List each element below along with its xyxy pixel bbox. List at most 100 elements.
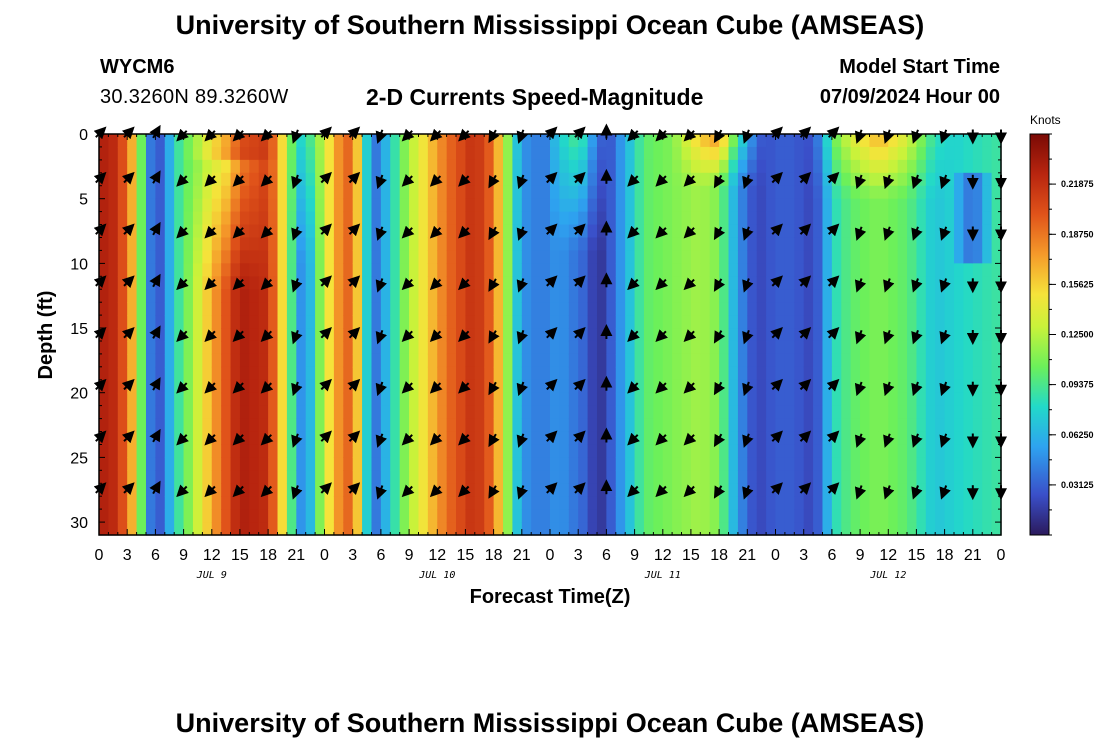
heatmap-cell bbox=[249, 353, 260, 368]
current-arrow bbox=[232, 174, 246, 187]
heatmap-cell bbox=[362, 185, 373, 200]
heatmap-cell bbox=[700, 263, 711, 277]
heatmap-cell bbox=[399, 198, 410, 213]
heatmap-cell bbox=[991, 340, 1002, 355]
heatmap-cell bbox=[296, 483, 307, 497]
heatmap-cell bbox=[155, 289, 166, 303]
heatmap-cell bbox=[268, 146, 279, 161]
heatmap-cell bbox=[183, 328, 194, 342]
heatmap-cell bbox=[813, 379, 824, 394]
heatmap-cell bbox=[747, 276, 758, 290]
heatmap-cell bbox=[662, 444, 673, 458]
heatmap-cell bbox=[700, 134, 711, 148]
heatmap-cell bbox=[474, 457, 485, 471]
heatmap-cell bbox=[390, 431, 401, 446]
heatmap-cell bbox=[164, 185, 175, 200]
current-arrow bbox=[121, 378, 135, 392]
heatmap-cell bbox=[831, 353, 842, 368]
heatmap-cell bbox=[230, 159, 241, 174]
heatmap-cell bbox=[239, 353, 250, 368]
heatmap-cell bbox=[192, 146, 203, 161]
heatmap-cell bbox=[709, 470, 720, 484]
heatmap-cell bbox=[954, 392, 965, 407]
heatmap-cell bbox=[117, 470, 128, 484]
heatmap-cell bbox=[559, 159, 570, 174]
heatmap-cell bbox=[474, 418, 485, 433]
heatmap-cell bbox=[117, 392, 128, 407]
heatmap-cell bbox=[700, 379, 711, 394]
heatmap-cell bbox=[418, 198, 429, 213]
heatmap-cell bbox=[963, 146, 974, 161]
heatmap-cell bbox=[643, 509, 654, 523]
heatmap-cell bbox=[493, 289, 504, 303]
heatmap-cell bbox=[249, 302, 260, 316]
heatmap-cell bbox=[653, 496, 664, 510]
heatmap-cell bbox=[258, 522, 269, 536]
heatmap-cell bbox=[578, 328, 589, 342]
current-arrow bbox=[401, 277, 415, 291]
heatmap-cell bbox=[963, 392, 974, 407]
heatmap-cell bbox=[211, 211, 222, 226]
heatmap-cell bbox=[399, 289, 410, 303]
heatmap-cell bbox=[409, 496, 420, 510]
heatmap-cell bbox=[268, 302, 279, 316]
heatmap-cell bbox=[700, 250, 711, 264]
heatmap-cell bbox=[418, 146, 429, 161]
heatmap-cell bbox=[521, 431, 532, 446]
heatmap-cell bbox=[296, 302, 307, 316]
heatmap-cell bbox=[362, 224, 373, 239]
heatmap-cell bbox=[625, 366, 636, 381]
heatmap-cell bbox=[108, 522, 119, 536]
heatmap-cell bbox=[728, 457, 739, 471]
heatmap-cell bbox=[127, 483, 138, 497]
heatmap-cell bbox=[136, 146, 147, 161]
heatmap-cell bbox=[136, 185, 147, 200]
heatmap-cell bbox=[944, 470, 955, 484]
heatmap-cell bbox=[813, 328, 824, 342]
day-label: JUL 11 bbox=[644, 570, 681, 581]
heatmap-cell bbox=[578, 159, 589, 174]
heatmap-cell bbox=[127, 198, 138, 213]
heatmap-cell bbox=[550, 418, 560, 433]
heatmap-cell bbox=[437, 353, 448, 368]
heatmap-cell bbox=[662, 146, 673, 161]
current-arrow bbox=[232, 277, 246, 291]
heatmap-cell bbox=[352, 237, 363, 252]
current-arrow bbox=[544, 275, 558, 289]
heatmap-cell bbox=[521, 172, 532, 187]
heatmap-cell bbox=[606, 198, 617, 213]
heatmap-cell bbox=[249, 366, 260, 381]
heatmap-cell bbox=[437, 159, 448, 174]
heatmap-cell bbox=[982, 522, 993, 536]
heatmap-cell bbox=[869, 146, 880, 161]
heatmap-cell bbox=[352, 263, 363, 277]
heatmap-cell bbox=[277, 457, 288, 471]
heatmap-cell bbox=[456, 470, 467, 484]
heatmap-cell bbox=[418, 353, 429, 368]
heatmap-cell bbox=[991, 392, 1002, 407]
heatmap-cell bbox=[925, 224, 936, 239]
heatmap-cell bbox=[286, 159, 297, 174]
heatmap-cell bbox=[803, 522, 814, 536]
heatmap-cell bbox=[474, 431, 485, 446]
heatmap-cell bbox=[841, 263, 852, 277]
heatmap-cell bbox=[305, 522, 316, 536]
heatmap-cell bbox=[587, 392, 598, 407]
heatmap-cell bbox=[559, 172, 570, 187]
heatmap-cell bbox=[117, 237, 128, 252]
heatmap-cell bbox=[869, 315, 880, 329]
heatmap-cell bbox=[559, 405, 570, 420]
heatmap-cell bbox=[944, 146, 955, 161]
heatmap-cell bbox=[493, 366, 504, 381]
heatmap-cell bbox=[145, 470, 156, 484]
heatmap-cell bbox=[249, 379, 260, 394]
heatmap-cell bbox=[521, 496, 532, 510]
current-arrow bbox=[401, 432, 415, 446]
heatmap-cell bbox=[211, 134, 222, 148]
heatmap-cell bbox=[916, 418, 927, 433]
heatmap-cell bbox=[277, 418, 288, 433]
heatmap-cell bbox=[991, 185, 1002, 200]
heatmap-cell bbox=[925, 211, 936, 226]
heatmap-cell bbox=[681, 159, 692, 174]
heatmap-cell bbox=[362, 379, 373, 394]
